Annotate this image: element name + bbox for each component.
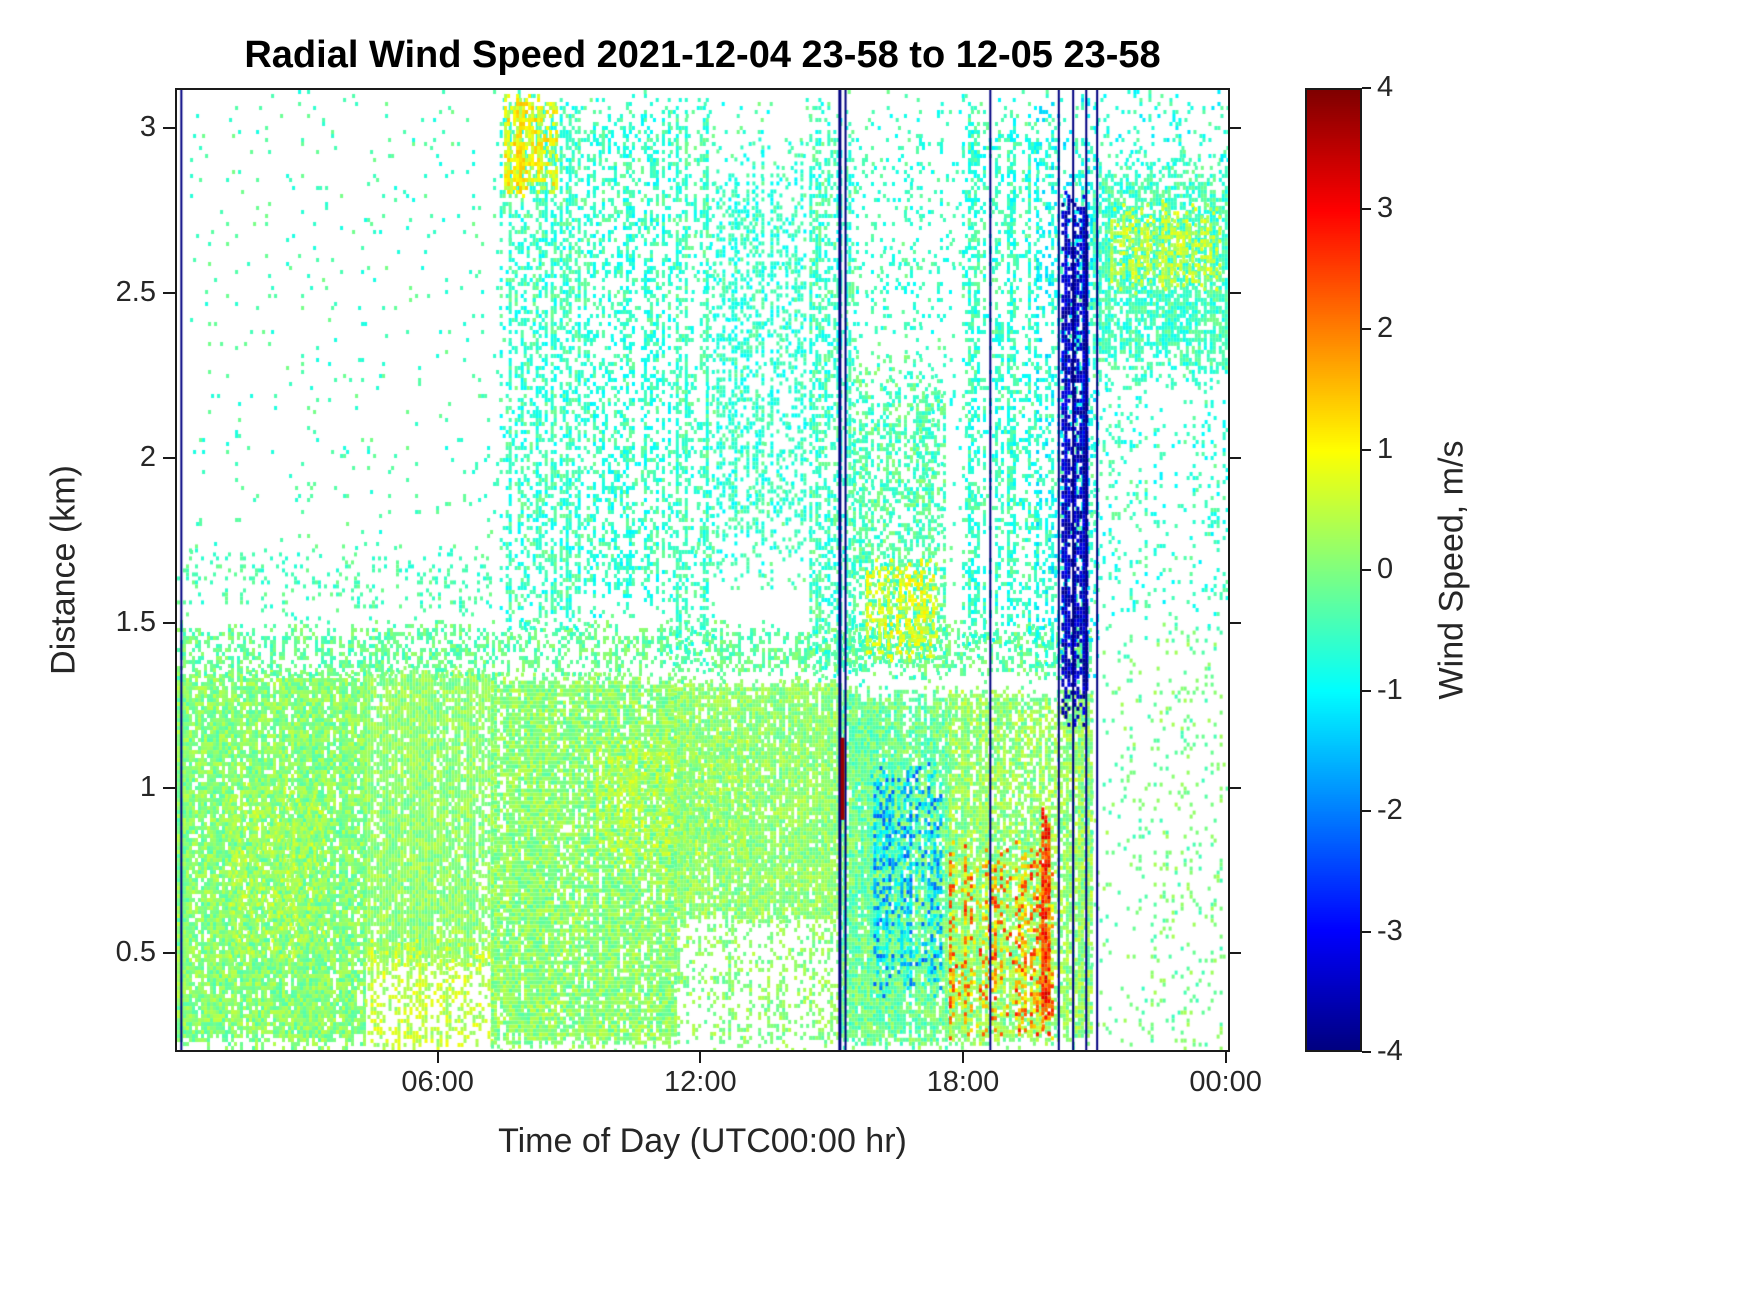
y-tick-right bbox=[1230, 951, 1241, 954]
y-tick-label: 2.5 bbox=[115, 275, 156, 308]
y-axis-label: Distance (km) bbox=[44, 465, 83, 675]
y-tick-label: 0.5 bbox=[115, 935, 156, 968]
y-tick bbox=[163, 621, 175, 624]
colorbar-tick-label: -2 bbox=[1377, 794, 1403, 826]
y-tick bbox=[163, 786, 175, 789]
y-tick-right bbox=[1230, 126, 1241, 129]
y-tick bbox=[163, 951, 175, 954]
colorbar-tick bbox=[1362, 689, 1371, 692]
x-tick-label: 18:00 bbox=[926, 1066, 1000, 1098]
colorbar-tick-label: 1 bbox=[1377, 432, 1394, 465]
x-tick bbox=[961, 1052, 964, 1063]
colorbar-tick bbox=[1362, 930, 1371, 933]
colorbar-tick-label: -4 bbox=[1377, 1035, 1403, 1067]
y-tick-right bbox=[1230, 786, 1241, 789]
y-tick-right bbox=[1230, 456, 1241, 459]
colorbar-tick-label: -3 bbox=[1377, 914, 1403, 947]
plot-area bbox=[175, 88, 1230, 1052]
colorbar-tick bbox=[1362, 87, 1371, 89]
heatmap-canvas bbox=[177, 90, 1228, 1050]
chart-title: Radial Wind Speed 2021-12-04 23-58 to 12… bbox=[244, 34, 1161, 76]
y-tick-right bbox=[1230, 291, 1241, 294]
colorbar-tick-label: 2 bbox=[1377, 312, 1394, 344]
x-axis-label: Time of Day (UTC00:00 hr) bbox=[498, 1122, 907, 1160]
colorbar-tick bbox=[1362, 328, 1371, 330]
colorbar-tick-label: 3 bbox=[1377, 191, 1394, 224]
x-tick-label: 00:00 bbox=[1189, 1066, 1262, 1098]
colorbar-tick-label: 4 bbox=[1377, 71, 1394, 103]
x-tick-label: 06:00 bbox=[401, 1066, 474, 1098]
y-tick-label: 2 bbox=[139, 440, 156, 473]
colorbar-tick bbox=[1362, 1051, 1371, 1053]
colorbar-tick bbox=[1362, 810, 1371, 812]
y-tick-label: 3 bbox=[139, 110, 156, 143]
x-tick bbox=[436, 1052, 439, 1063]
colorbar-tick-label: 0 bbox=[1377, 553, 1394, 585]
colorbar-tick bbox=[1362, 207, 1371, 210]
colorbar-canvas bbox=[1307, 90, 1360, 1050]
y-tick bbox=[163, 456, 175, 459]
y-tick-label: 1.5 bbox=[115, 605, 156, 638]
x-tick bbox=[699, 1052, 702, 1063]
colorbar bbox=[1305, 88, 1362, 1052]
y-tick-label: 1 bbox=[139, 770, 156, 803]
colorbar-tick bbox=[1362, 569, 1371, 571]
y-tick bbox=[163, 126, 175, 129]
colorbar-tick bbox=[1362, 448, 1371, 451]
x-tick-label: 12:00 bbox=[664, 1066, 737, 1098]
colorbar-tick-label: -1 bbox=[1377, 673, 1403, 706]
y-tick-right bbox=[1230, 621, 1241, 624]
x-tick bbox=[1224, 1052, 1227, 1063]
y-tick bbox=[163, 291, 175, 294]
